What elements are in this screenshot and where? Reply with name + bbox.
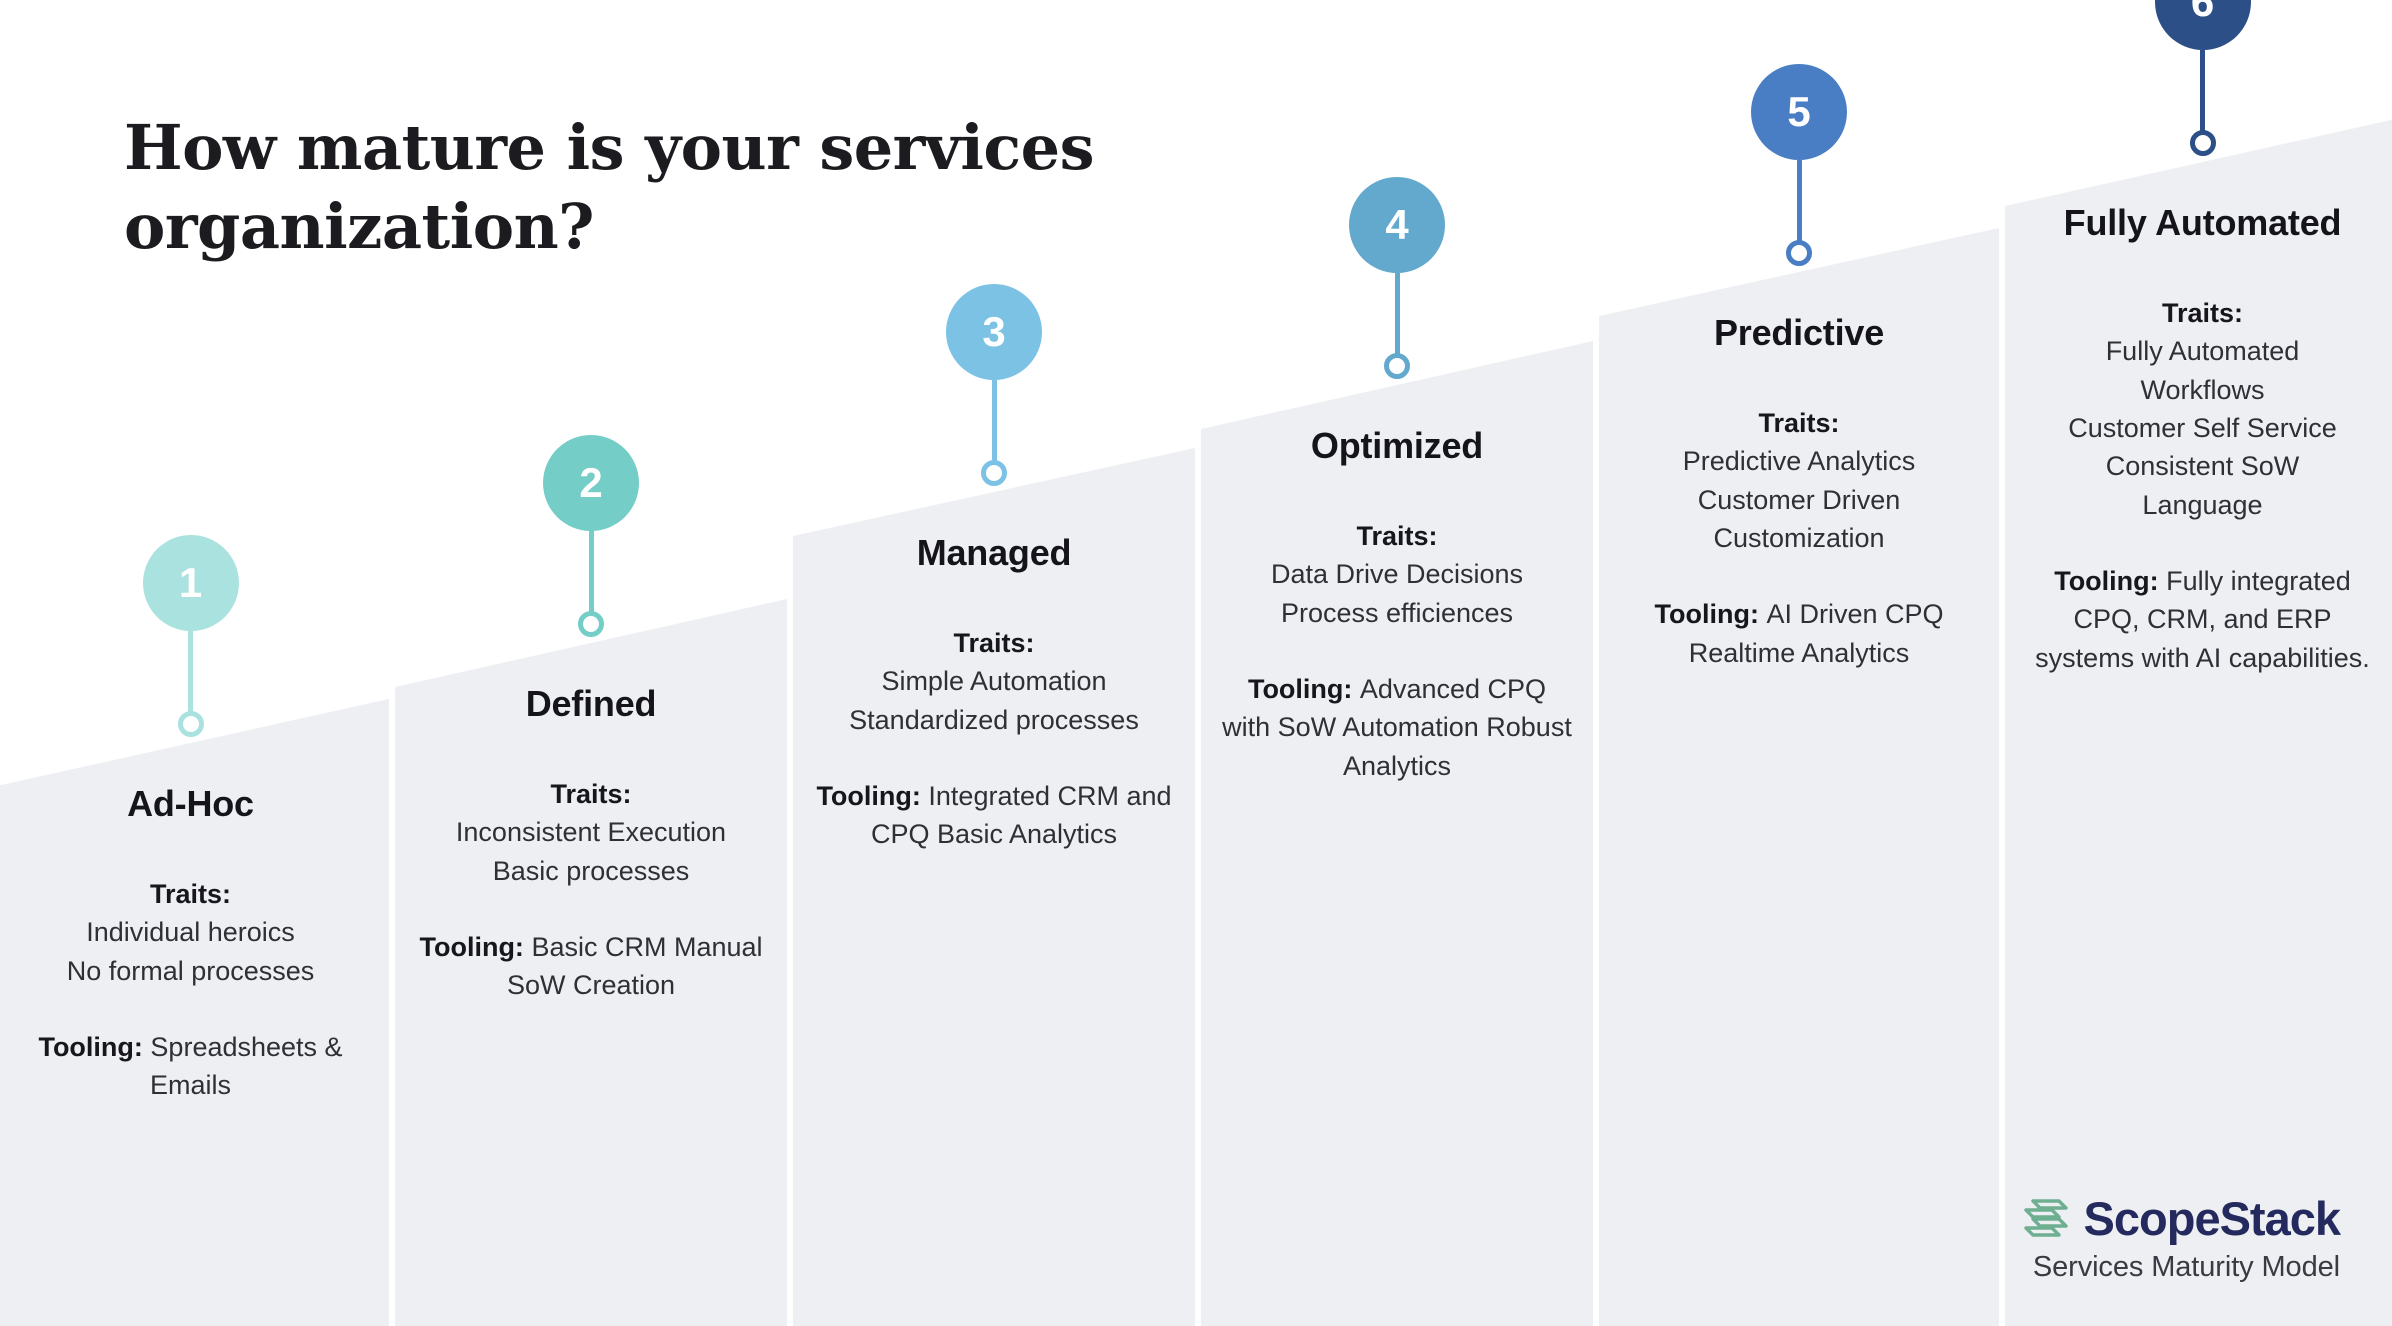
trait-item: Basic processes bbox=[492, 855, 690, 886]
stage-name: Fully Automated bbox=[2063, 202, 2342, 243]
logo-row: ScopeStack bbox=[2020, 1191, 2341, 1245]
marker-stem bbox=[188, 631, 193, 713]
trait-item: Process efficiences bbox=[1280, 597, 1514, 628]
tooling-label: Tooling: bbox=[1654, 599, 1767, 630]
stage-name: Ad-Hoc bbox=[127, 783, 254, 824]
stage-tooling: Tooling: Basic CRM Manual SoW Creation bbox=[415, 928, 767, 1005]
stage-panel bbox=[793, 448, 1195, 1326]
scopestack-logo: ScopeStack Services Maturity Model bbox=[2020, 1191, 2341, 1284]
stage-traits: Traits: Individual heroics No formal proce… bbox=[12, 875, 369, 990]
stage-traits: Traits: Fully Automated Workflows Customer … bbox=[2025, 294, 2380, 524]
marker-stem bbox=[2200, 50, 2205, 132]
logo-tagline: Services Maturity Model bbox=[2032, 1251, 2340, 1284]
tooling-value: Advanced CPQ with SoW Automation Robust … bbox=[1222, 673, 1572, 781]
tooling-label: Tooling: bbox=[419, 931, 532, 962]
logo-wordmark: ScopeStack bbox=[2083, 1191, 2341, 1245]
trait-item: Consistent SoW bbox=[2105, 451, 2300, 482]
marker-ring-icon bbox=[2189, 130, 2216, 156]
stage-column-6: Fully Automated Traits: Fully Automated Wor… bbox=[2025, 202, 2380, 677]
tooling-value: Integrated CRM and CPQ Basic Analytics bbox=[870, 780, 1172, 850]
marker-stem bbox=[1394, 273, 1400, 355]
stage-tooling: Tooling: Spreadsheets & Emails bbox=[12, 1028, 369, 1105]
trait-item: Predictive Analytics bbox=[1682, 446, 1916, 477]
traits-label: Traits: bbox=[1356, 521, 1438, 551]
stage-number-badge: 5 bbox=[1751, 64, 1847, 160]
stage-marker-4[interactable]: 4 bbox=[1349, 177, 1445, 379]
stage-tooling: Tooling: Fully integrated CPQ, CRM, and … bbox=[2025, 562, 2380, 677]
tooling-value: Basic CRM Manual SoW Creation bbox=[506, 931, 763, 1001]
tooling-value: Fully integrated CPQ, CRM, and ERP syste… bbox=[2035, 565, 2370, 673]
stage-traits: Traits: Data Drive Decisions Process effic… bbox=[1221, 517, 1573, 632]
stage-name: Optimized bbox=[1310, 425, 1484, 466]
trait-item: No formal processes bbox=[66, 955, 315, 986]
stage-marker-2[interactable]: 2 bbox=[543, 435, 639, 637]
trait-item: Fully Automated bbox=[2105, 336, 2300, 367]
stage-column-2: Defined Traits: Inconsistent Execution Basi… bbox=[415, 683, 767, 1005]
trait-item: Individual heroics bbox=[86, 917, 295, 948]
stage-tooling: Tooling: AI Driven CPQ Realtime Analytic… bbox=[1619, 595, 1979, 672]
stage-traits: Traits: Predictive Analytics Customer Driv… bbox=[1619, 404, 1979, 557]
stage-marker-1[interactable]: 1 bbox=[142, 535, 239, 737]
tooling-value: AI Driven CPQ Realtime Analytics bbox=[1688, 599, 1944, 668]
stage-traits: Traits: Inconsistent Execution Basic proce… bbox=[415, 775, 767, 890]
stage-column-1: Ad-Hoc Traits: Individual heroics No formal… bbox=[12, 783, 369, 1105]
stage-column-4: Optimized Traits: Data Drive Decisions Proc… bbox=[1221, 425, 1573, 785]
stage-name: Defined bbox=[525, 683, 657, 724]
stage-marker-5[interactable]: 5 bbox=[1751, 64, 1847, 266]
traits-label: Traits: bbox=[550, 779, 632, 809]
stage-panel bbox=[0, 699, 389, 1326]
trait-item: Customer Self Service bbox=[2068, 412, 2337, 443]
stage-number-badge: 2 bbox=[543, 435, 639, 531]
tooling-value: Spreadsheets & Emails bbox=[149, 1031, 343, 1101]
stage-name: Managed bbox=[916, 532, 1072, 573]
stage-marker-6[interactable]: 6 bbox=[2154, 0, 2251, 156]
stage-number-badge: 1 bbox=[142, 535, 239, 631]
trait-item: Data Drive Decisions bbox=[1270, 559, 1524, 590]
marker-ring-icon bbox=[177, 711, 204, 737]
stage-tooling: Tooling: Advanced CPQ with SoW Automatio… bbox=[1221, 670, 1573, 785]
trait-item: Standardized processes bbox=[849, 704, 1139, 735]
stage-column-5: Predictive Traits: Predictive Analytics Cus… bbox=[1619, 312, 1979, 672]
trait-item: Language bbox=[2142, 489, 2263, 520]
traits-label: Traits: bbox=[149, 879, 232, 909]
marker-stem bbox=[1796, 160, 1802, 242]
marker-ring-icon bbox=[981, 460, 1007, 486]
traits-label: Traits: bbox=[2161, 298, 2244, 328]
page-title: How mature is your services organization… bbox=[124, 111, 1095, 264]
scopestack-hex-logo-icon bbox=[2020, 1192, 2072, 1244]
trait-item: Workflows bbox=[2140, 374, 2265, 405]
stage-panel bbox=[1201, 341, 1593, 1326]
stage-panel bbox=[395, 599, 787, 1326]
trait-item: Simple Automation bbox=[881, 666, 1107, 697]
traits-label: Traits: bbox=[953, 628, 1035, 658]
marker-ring-icon bbox=[1384, 353, 1410, 379]
tooling-label: Tooling: bbox=[816, 780, 929, 811]
stage-number-badge: 6 bbox=[2154, 0, 2251, 50]
marker-stem bbox=[991, 380, 997, 462]
stage-traits: Traits: Simple Automation Standardized pro… bbox=[813, 624, 1175, 739]
stage-column-3: Managed Traits: Simple Automation Standardi… bbox=[813, 532, 1175, 854]
stage-number-badge: 4 bbox=[1349, 177, 1445, 273]
stage-number-badge: 3 bbox=[946, 284, 1042, 380]
stage-name: Predictive bbox=[1713, 312, 1885, 353]
trait-item: Inconsistent Execution bbox=[455, 817, 727, 848]
stage-panel bbox=[1599, 228, 1999, 1326]
trait-item: Customization bbox=[1713, 522, 1885, 553]
tooling-label: Tooling: bbox=[38, 1031, 151, 1062]
marker-stem bbox=[588, 531, 594, 613]
stage-marker-3[interactable]: 3 bbox=[946, 284, 1042, 486]
tooling-label: Tooling: bbox=[1247, 673, 1360, 704]
marker-ring-icon bbox=[578, 611, 604, 637]
traits-label: Traits: bbox=[1758, 408, 1840, 438]
stage-tooling: Tooling: Integrated CRM and CPQ Basic An… bbox=[813, 777, 1175, 854]
marker-ring-icon bbox=[1786, 240, 1812, 266]
stage-panel bbox=[2005, 118, 2392, 1326]
tooling-label: Tooling: bbox=[2054, 565, 2167, 596]
trait-item: Customer Driven bbox=[1697, 484, 1901, 515]
